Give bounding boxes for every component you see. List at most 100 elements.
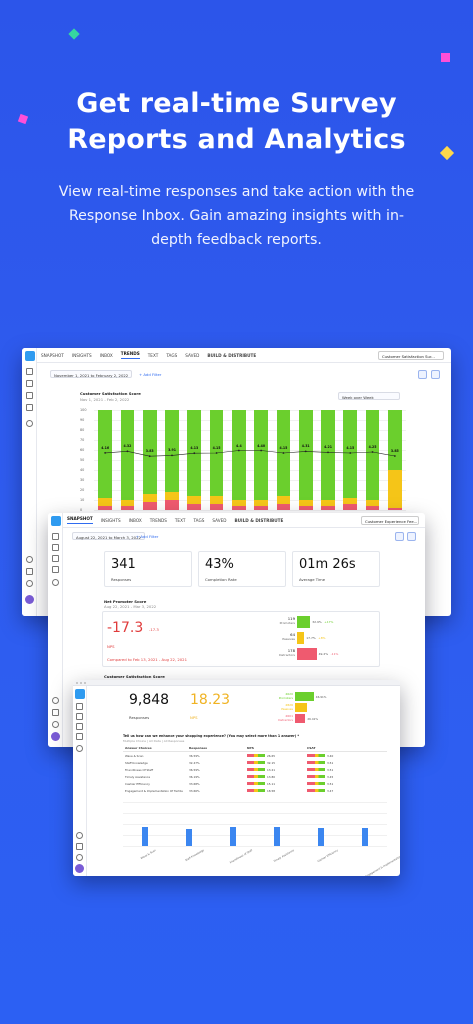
add-icon[interactable] xyxy=(52,579,59,586)
avatar[interactable] xyxy=(75,864,84,873)
grid-icon[interactable] xyxy=(52,533,59,540)
window-titlebar xyxy=(73,680,400,686)
add-filter-link[interactable]: + Add Filter xyxy=(136,534,159,539)
person-icon[interactable] xyxy=(52,555,59,562)
calendar-icon[interactable] xyxy=(52,566,59,573)
csat-mini-bar xyxy=(307,789,325,792)
trend-line-point xyxy=(349,452,352,454)
y-tick-label: 40 xyxy=(80,468,85,472)
settings-icon[interactable] xyxy=(26,580,33,587)
app-logo-icon[interactable] xyxy=(75,689,85,699)
gridline xyxy=(94,510,406,511)
bell-icon[interactable] xyxy=(52,709,59,716)
grid-icon[interactable] xyxy=(26,368,33,375)
trend-line-point xyxy=(171,454,173,457)
subtext-line-2: Response Inbox. Gain amazing insights wi… xyxy=(68,208,405,224)
chart-type-icon[interactable] xyxy=(431,370,440,379)
bar-passive xyxy=(142,494,157,502)
tab-saved[interactable]: SAVED xyxy=(185,352,200,358)
app-logo-icon[interactable] xyxy=(51,516,61,526)
tab-saved[interactable]: SAVED xyxy=(212,517,227,523)
nps-card: -17.3 -17.3 NPS Compared to Feb 13, 2021… xyxy=(102,611,380,667)
question-subtitle: Multiple Choice | All Data | All Respons… xyxy=(123,739,185,743)
settings-icon[interactable] xyxy=(76,854,83,861)
nps-mini-bar xyxy=(247,761,265,764)
tab-insights[interactable]: INSIGHTS xyxy=(100,517,121,523)
table-cell-choice: Timely Assistance xyxy=(125,775,151,779)
mini-row-count: 4620 xyxy=(285,692,293,696)
build-distribute-button[interactable]: BUILD & DISTRIBUTE xyxy=(234,517,284,523)
line-point-label: 4.32 xyxy=(123,444,132,449)
tab-text[interactable]: TEXT xyxy=(147,352,159,358)
build-distribute-button[interactable]: BUILD & DISTRIBUTE xyxy=(207,352,257,358)
avatar[interactable] xyxy=(25,595,34,604)
tab-text[interactable]: TEXT xyxy=(174,517,186,523)
tab-inbox[interactable]: INBOX xyxy=(99,352,113,358)
insights-window: 9,848 Responses 18.23 NPS 4620 Promoters 4… xyxy=(73,680,400,876)
people-icon[interactable] xyxy=(76,713,83,720)
y-tick-label: 30 xyxy=(80,478,85,482)
subtext-line-1: View real-time responses and take action… xyxy=(58,184,415,200)
help-icon[interactable] xyxy=(52,697,59,704)
bar-passive xyxy=(165,492,179,500)
tab-tags[interactable]: TAGS xyxy=(193,517,205,523)
bell-icon[interactable] xyxy=(76,843,83,850)
bar-detractor xyxy=(98,506,113,510)
headline: Get real-time Survey Reports and Analyti… xyxy=(0,86,473,158)
table-cell-responses: 33.68% xyxy=(189,782,200,786)
tab-trends[interactable]: TRENDS xyxy=(120,351,140,359)
table-cell-choice: Cashier Efficiency xyxy=(125,782,150,786)
avatar[interactable] xyxy=(51,732,60,741)
help-icon[interactable] xyxy=(26,556,33,563)
bar-promoter xyxy=(98,410,113,498)
csat-title: Customer Satisfaction Score xyxy=(104,674,165,679)
download-icon[interactable] xyxy=(395,532,404,541)
add-icon[interactable] xyxy=(26,420,33,427)
answer-bar-label: Engagement & Implementation of Tactile xyxy=(365,849,400,876)
stat-value: 341 xyxy=(111,557,136,572)
window-dot xyxy=(76,682,78,684)
tab-insights[interactable]: INSIGHTS xyxy=(71,352,92,358)
line-point-label: 4.15 xyxy=(346,446,355,450)
window-dot xyxy=(80,682,82,684)
calendar-icon[interactable] xyxy=(26,404,33,411)
add-icon[interactable] xyxy=(76,745,83,752)
tab-tags[interactable]: TAGS xyxy=(166,352,178,358)
tab-trends[interactable]: TRENDS xyxy=(149,517,167,523)
line-point-label: 4.21 xyxy=(324,445,332,450)
gridline xyxy=(94,410,406,411)
calendar-icon[interactable] xyxy=(76,733,83,740)
date-range-picker[interactable]: August 22, 2021 to March 3, 2022 xyxy=(72,532,145,540)
answer-table: Answer Choices Responses NPS CSAT Wave & Sca… xyxy=(123,746,387,798)
tab-inbox[interactable]: INBOX xyxy=(128,517,142,523)
nps-mini-bar xyxy=(247,789,265,792)
app-logo-icon[interactable] xyxy=(25,351,35,361)
table-cell-csat: 3.51 xyxy=(327,782,334,786)
grid-icon[interactable] xyxy=(76,703,83,710)
date-range-picker[interactable]: November 1, 2021 to February 2, 2022 xyxy=(50,370,133,378)
compare-select[interactable]: Week over Week xyxy=(338,392,400,400)
gridline xyxy=(94,460,406,461)
nps-value: -17.3 xyxy=(107,620,144,636)
person-icon[interactable] xyxy=(76,723,83,730)
people-icon[interactable] xyxy=(26,380,33,387)
table-cell-nps: 18.58 xyxy=(267,789,276,793)
settings-icon[interactable] xyxy=(52,721,59,728)
mini-row-label: Promoters xyxy=(278,696,293,700)
bar-promoter xyxy=(365,410,380,500)
bell-icon[interactable] xyxy=(26,568,33,575)
tab-snapshot[interactable]: SNAPSHOT xyxy=(41,352,64,358)
survey-select[interactable]: Customer Experience Fee... xyxy=(361,516,419,525)
sidebar xyxy=(48,513,63,747)
download-icon[interactable] xyxy=(418,370,427,379)
add-filter-link[interactable]: + Add Filter xyxy=(139,372,162,377)
answer-bar-label: Wave & Scan xyxy=(140,849,157,861)
survey-select[interactable]: Customer Satisfaction Sur... xyxy=(378,351,444,360)
nps-row-bar xyxy=(297,616,311,628)
y-tick-label: 50 xyxy=(80,458,85,462)
chart-type-icon[interactable] xyxy=(407,532,416,541)
person-icon[interactable] xyxy=(26,392,33,399)
help-icon[interactable] xyxy=(76,832,83,839)
tab-snapshot[interactable]: SNAPSHOT xyxy=(67,516,93,524)
people-icon[interactable] xyxy=(52,544,59,551)
